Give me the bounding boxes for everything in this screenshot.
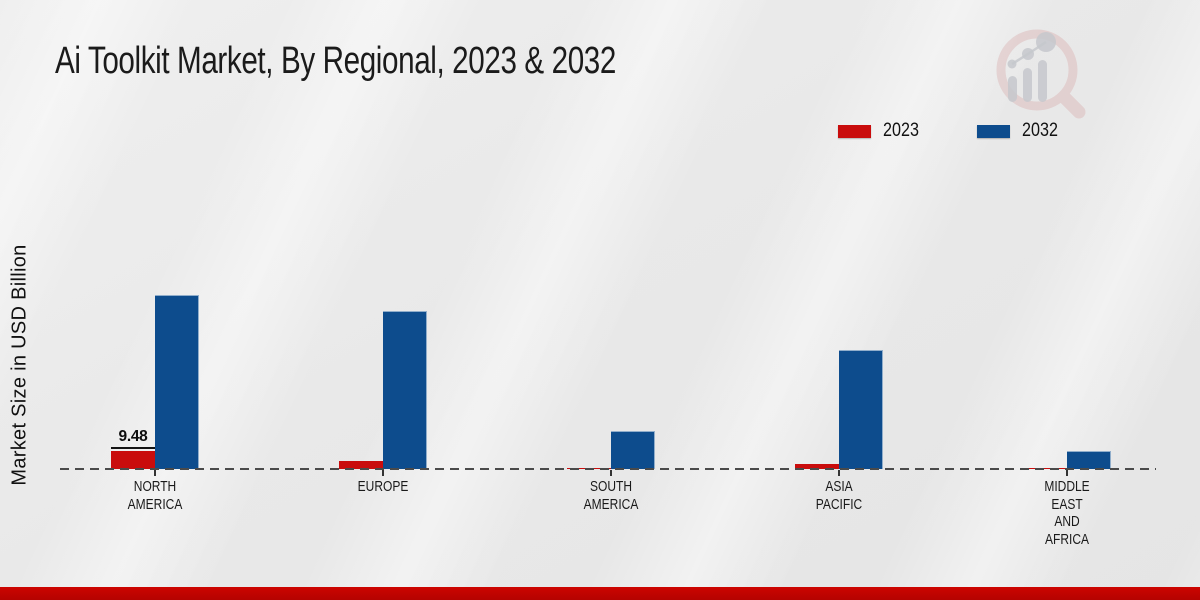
bar-2032-europe xyxy=(383,310,427,469)
bar-2023-asia-pacific xyxy=(795,463,839,469)
footer-accent-bar xyxy=(0,587,1200,600)
bar-2023-north-america xyxy=(111,451,155,469)
category-label-north-america: NORTH AMERICA xyxy=(127,478,183,513)
legend: 2023 2032 xyxy=(838,119,1065,143)
category-label-europe: EUROPE xyxy=(357,478,409,495)
category-label-asia-pacific: ASIA PACIFIC xyxy=(815,478,863,513)
x-axis-tick-middle-east-and-africa xyxy=(1066,470,1068,476)
legend-label-2023: 2023 xyxy=(883,120,919,141)
x-axis-tick-south-america xyxy=(610,470,612,476)
chart-title: Ai Toolkit Market, By Regional, 2023 & 2… xyxy=(55,40,617,82)
category-label-south-america: SOUTH AMERICA xyxy=(583,478,639,513)
x-axis-baseline xyxy=(60,468,1156,471)
legend-label-2032: 2032 xyxy=(1022,120,1059,141)
bar-2032-north-america xyxy=(155,295,199,469)
x-axis-tick-asia-pacific xyxy=(838,470,840,476)
bar-value-label-north-america-2023: 9.48 xyxy=(111,428,155,450)
legend-swatch-2032-icon xyxy=(977,124,1011,138)
category-label-middle-east-and-africa: MIDDLE EAST AND AFRICA xyxy=(1044,478,1090,548)
x-axis-tick-europe xyxy=(382,470,384,476)
bar-2023-europe xyxy=(339,461,383,469)
bar-2032-asia-pacific xyxy=(839,350,883,469)
x-axis-tick-north-america xyxy=(154,470,156,476)
legend-swatch-2023-icon xyxy=(838,124,871,138)
magnifier-bar-chart-logo-icon xyxy=(996,29,1086,119)
bar-2032-south-america xyxy=(611,430,655,469)
bar-2032-middle-east-and-africa xyxy=(1067,451,1111,469)
